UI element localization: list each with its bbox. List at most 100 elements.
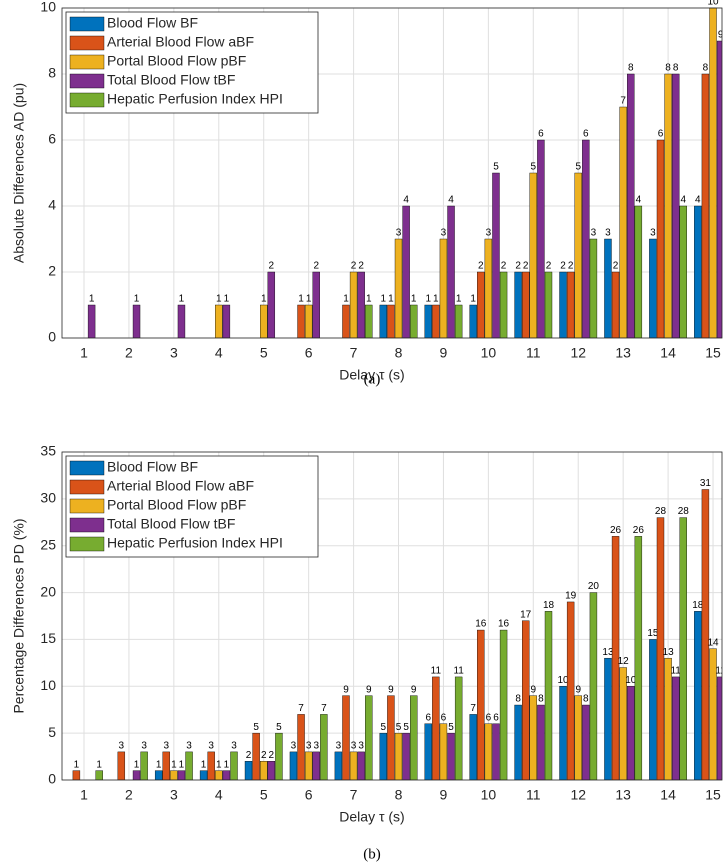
legend-label: Total Blood Flow tBF: [107, 72, 235, 88]
y-tick-label: 25: [40, 536, 56, 552]
data-label: 18: [692, 600, 704, 611]
data-label: 1: [74, 759, 80, 770]
data-label: 3: [208, 741, 214, 752]
data-label: 1: [470, 294, 476, 305]
data-label: 8: [703, 63, 709, 74]
legend-swatch: [69, 92, 105, 108]
x-tick-label: 3: [170, 787, 178, 803]
bar: [222, 304, 231, 338]
bar: [484, 723, 493, 780]
bar: [275, 732, 283, 780]
x-tick-label: 2: [125, 787, 133, 803]
bar: [394, 238, 403, 338]
data-label: 3: [605, 228, 611, 239]
legend-label: Portal Blood Flow pBF: [107, 497, 246, 513]
data-label: 8: [665, 63, 671, 74]
data-label: 1: [179, 759, 185, 770]
data-label: 3: [650, 228, 656, 239]
bar: [559, 271, 567, 338]
y-tick-label: 2: [48, 263, 56, 279]
legend-swatch: [69, 517, 105, 533]
data-label: 6: [583, 129, 589, 140]
bar: [410, 695, 418, 780]
x-tick-label: 2: [125, 345, 133, 361]
bar: [357, 751, 365, 780]
bar: [701, 489, 710, 780]
data-label: 9: [388, 684, 394, 695]
bar: [529, 172, 537, 338]
data-label: 5: [403, 722, 409, 733]
data-label: 1: [171, 759, 177, 770]
bar: [177, 304, 186, 338]
x-axis-label: Delay τ (s): [339, 809, 404, 825]
bar: [649, 238, 657, 338]
bar: [87, 304, 96, 338]
bar: [537, 139, 545, 338]
legend-swatch: [69, 35, 105, 51]
bar: [559, 686, 567, 780]
data-label: 1: [388, 294, 394, 305]
bar: [379, 732, 388, 780]
data-label: 4: [681, 195, 687, 206]
bar: [199, 770, 208, 780]
bar: [679, 205, 687, 338]
data-label: 8: [583, 694, 589, 705]
data-label: 2: [261, 750, 267, 761]
bar: [177, 770, 186, 780]
bar: [701, 73, 710, 338]
legend-label: Hepatic Perfusion Index HPI: [107, 91, 283, 107]
y-tick-label: 0: [48, 329, 56, 345]
bar: [447, 205, 455, 338]
data-label: 1: [216, 294, 222, 305]
data-label: 10: [557, 675, 569, 686]
bar: [574, 172, 582, 338]
y-tick-label: 20: [40, 583, 56, 599]
data-label: 11: [453, 666, 464, 677]
y-axis-label: Absolute Differences AD (pu): [11, 83, 27, 263]
data-label: 7: [470, 703, 476, 714]
x-tick-label: 14: [660, 345, 676, 361]
bar: [140, 751, 148, 780]
bar: [132, 770, 141, 780]
data-label: 26: [610, 525, 622, 536]
legend-swatch: [69, 498, 105, 514]
bar: [477, 629, 485, 780]
data-label: 2: [515, 261, 521, 272]
bar: [267, 761, 276, 780]
data-label: 2: [560, 261, 566, 272]
legend-swatch: [69, 54, 105, 70]
data-label: 1: [381, 294, 387, 305]
bar: [574, 695, 582, 780]
bar: [454, 676, 463, 780]
bar: [522, 271, 530, 338]
data-label: 3: [231, 741, 237, 752]
bar: [671, 73, 680, 338]
data-label: 3: [119, 741, 125, 752]
data-label: 5: [381, 722, 387, 733]
data-label: 5: [493, 162, 499, 173]
bar: [297, 714, 305, 780]
data-label: 7: [298, 703, 304, 714]
data-label: 3: [291, 741, 297, 752]
x-tick-label: 8: [395, 345, 403, 361]
bar: [619, 106, 627, 338]
bar: [656, 139, 665, 338]
x-tick-label: 4: [215, 345, 223, 361]
data-label: 3: [141, 741, 147, 752]
bar: [582, 139, 590, 338]
y-tick-label: 15: [40, 630, 56, 646]
bar: [402, 205, 410, 338]
data-label: 14: [707, 637, 719, 648]
data-label: 3: [186, 741, 192, 752]
legend-label: Arterial Blood Flow aBF: [107, 478, 254, 494]
data-label: 1: [224, 294, 230, 305]
bar: [95, 770, 103, 780]
data-label: 8: [628, 63, 634, 74]
legend-label: Total Blood Flow tBF: [107, 516, 235, 532]
legend-label: Portal Blood Flow pBF: [107, 53, 246, 69]
x-tick-label: 10: [481, 787, 497, 803]
